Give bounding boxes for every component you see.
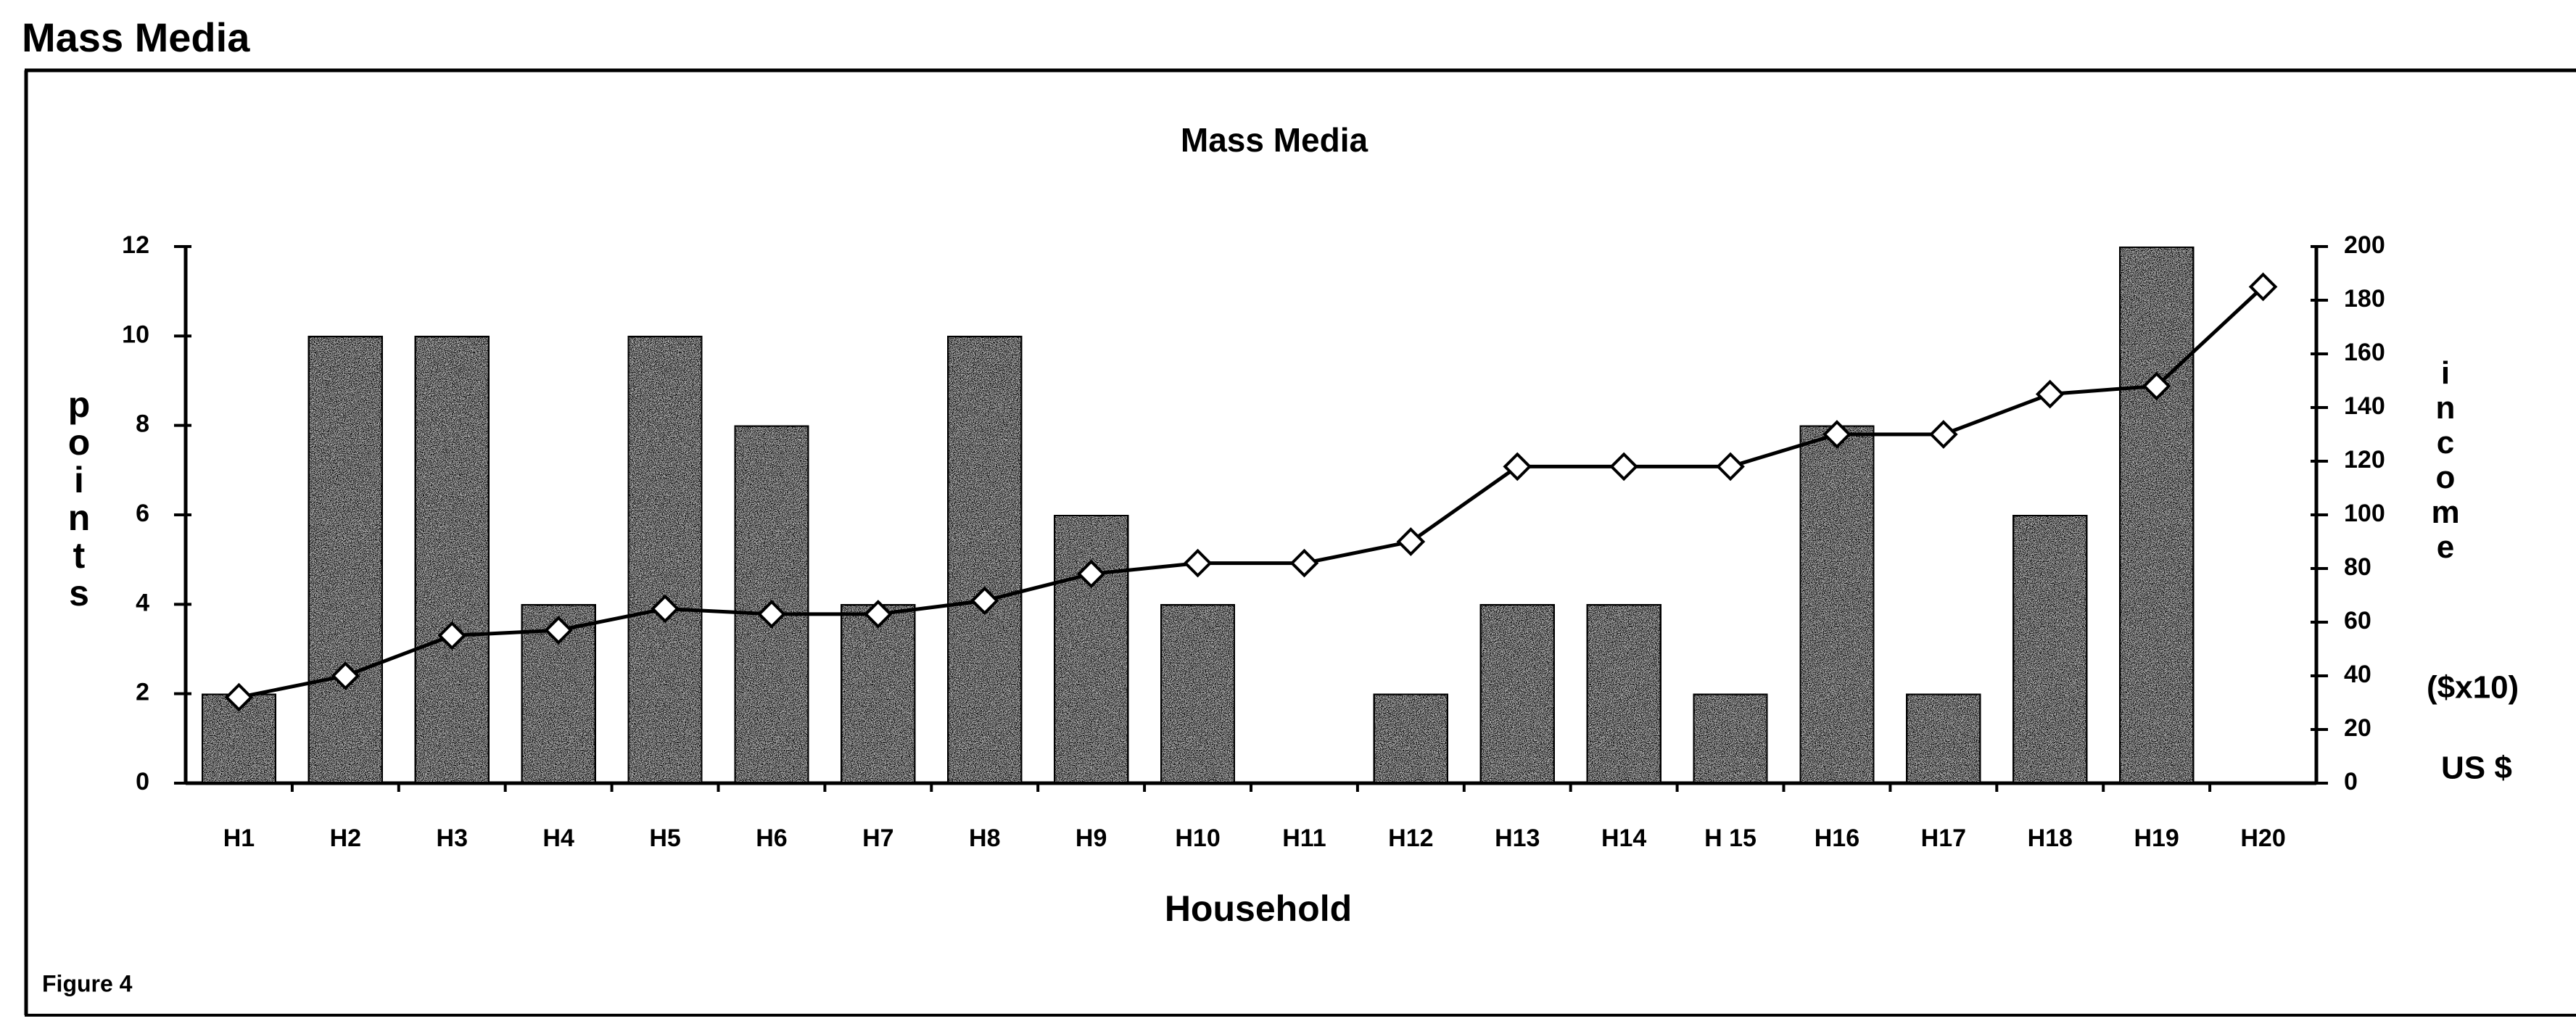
- income-marker: [1716, 452, 1745, 481]
- y-tick-label: 0: [136, 768, 149, 795]
- x-tick-label: H11: [1282, 824, 1326, 852]
- figure-label: Figure 4: [42, 970, 133, 996]
- x-tick-label: H7: [862, 824, 893, 852]
- bar: [306, 334, 384, 785]
- income-marker: [757, 600, 786, 629]
- bar: [413, 334, 491, 785]
- x-tick-label: H18: [2028, 824, 2073, 852]
- income-marker: [1503, 452, 1532, 481]
- x-tick-label: H16: [1815, 824, 1859, 852]
- bar: [1798, 423, 1876, 785]
- page-header: Mass Media: [22, 15, 250, 60]
- income-marker: [2035, 379, 2065, 409]
- income-marker: [1289, 548, 1319, 578]
- bar: [1478, 603, 1556, 785]
- bar: [1052, 513, 1131, 785]
- bar: [1691, 692, 1770, 785]
- y-tick-label: 2: [136, 679, 149, 706]
- y2-tick-label: 180: [2344, 285, 2385, 313]
- income-marker: [2142, 371, 2171, 401]
- income-marker: [224, 682, 254, 712]
- income-marker: [437, 621, 467, 650]
- bar: [1159, 603, 1237, 785]
- income-marker: [1396, 527, 1426, 556]
- x-tick-label: H8: [969, 824, 1000, 852]
- y2-tick-label: 100: [2344, 500, 2385, 527]
- bar: [2118, 245, 2196, 785]
- y2-tick-label: 160: [2344, 339, 2385, 366]
- bar: [2011, 513, 2089, 785]
- x-tick-label: H9: [1076, 824, 1107, 852]
- x-tick-label: H20: [2240, 824, 2285, 852]
- income-marker: [1609, 452, 1638, 481]
- x-tick-label: H2: [330, 824, 361, 852]
- y2-axis-currency: US $: [2441, 751, 2512, 786]
- x-tick-label: H5: [649, 824, 680, 852]
- bar: [1371, 692, 1450, 785]
- bar: [626, 334, 704, 785]
- y2-tick-label: 40: [2344, 661, 2371, 688]
- x-tick-label: H 15: [1704, 824, 1756, 852]
- chart-title: Mass Media: [1181, 121, 1368, 159]
- x-tick-label: H12: [1388, 824, 1433, 852]
- x-tick-label: H4: [542, 824, 574, 852]
- x-tick-label: H1: [223, 824, 255, 852]
- x-tick-label: H17: [1921, 824, 1966, 852]
- income-marker: [970, 586, 999, 616]
- x-tick-label: H3: [437, 824, 468, 852]
- x-tick-label: H19: [2134, 824, 2179, 852]
- y-tick-label: 6: [136, 500, 149, 527]
- income-marker: [1929, 420, 1958, 449]
- income-line: [238, 285, 2265, 700]
- x-tick-label: H14: [1601, 824, 1646, 852]
- y2-tick-label: 60: [2344, 607, 2371, 634]
- y-tick-label: 8: [136, 410, 149, 438]
- income-marker: [864, 600, 893, 629]
- x-tick-label: H10: [1175, 824, 1220, 852]
- y2-tick-label: 140: [2344, 392, 2385, 420]
- y2-axis-unit: ($x10): [2427, 670, 2519, 706]
- income-marker: [1076, 559, 1106, 589]
- y2-tick-label: 80: [2344, 553, 2371, 581]
- income-marker: [651, 594, 680, 624]
- x-tick-label: H6: [756, 824, 787, 852]
- x-tick-label: H13: [1495, 824, 1540, 852]
- y2-tick-label: 20: [2344, 714, 2371, 742]
- x-axis-label: Household: [1165, 888, 1352, 929]
- income-marker: [1822, 420, 1852, 449]
- y2-tick-label: 120: [2344, 446, 2385, 474]
- income-marker: [331, 661, 360, 690]
- bar: [839, 603, 917, 785]
- y-tick-label: 12: [122, 231, 149, 259]
- income-marker: [2248, 272, 2278, 302]
- y2-axis-label: income: [2428, 355, 2464, 564]
- bar: [946, 334, 1024, 785]
- y-tick-label: 10: [122, 321, 149, 348]
- income-marker: [544, 616, 573, 645]
- y-tick-label: 4: [136, 589, 149, 616]
- bar: [1585, 603, 1663, 785]
- y2-tick-label: 0: [2344, 768, 2358, 795]
- y-axis-label: points: [59, 384, 99, 611]
- y2-tick-label: 200: [2344, 231, 2385, 259]
- bar: [1904, 692, 1983, 785]
- income-marker: [1183, 548, 1213, 578]
